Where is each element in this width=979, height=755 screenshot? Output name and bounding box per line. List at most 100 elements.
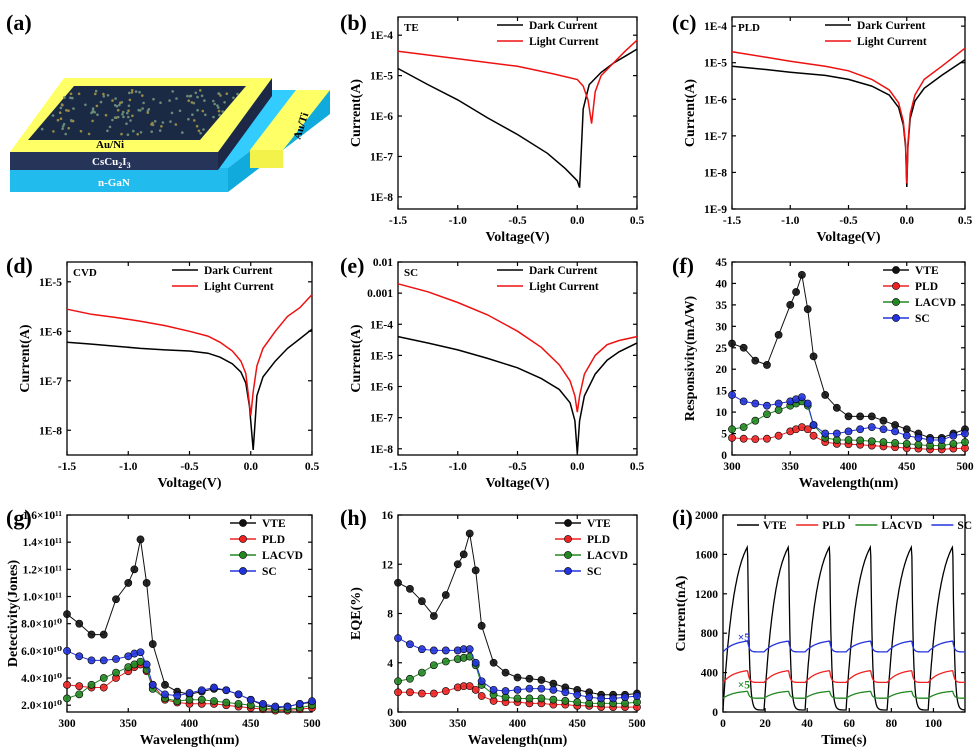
- legend-label: PLD: [587, 534, 610, 546]
- data-point-sc: [798, 393, 806, 401]
- crystal-dot: [217, 109, 221, 113]
- y-tick-label: 1200: [695, 589, 718, 601]
- data-point-vte: [417, 597, 426, 606]
- crystal-dot: [197, 129, 201, 133]
- data-point-sc: [136, 648, 145, 657]
- chart-panel-c: (c) -1.5 -1.0 -0.5 0.0 0.5 1E-9 1E-8 1E-7 1E-6 1E-…: [672, 10, 972, 245]
- crystal-dot: [193, 119, 196, 122]
- data-point-sc: [210, 683, 218, 692]
- y-tick-label: 1E-4: [370, 30, 393, 42]
- legend-label: Dark Current: [529, 265, 598, 277]
- y-axis-label: Current(A): [683, 79, 698, 148]
- crystal-dot: [130, 89, 134, 92]
- crystal-dot: [67, 109, 70, 112]
- data-point-sc: [142, 660, 151, 669]
- data-point-sc: [803, 399, 812, 408]
- panel-label-e: (e): [340, 253, 364, 278]
- data-point-vte: [803, 305, 812, 314]
- x-tick-label: 350: [782, 461, 800, 473]
- panel-label-a: (a): [6, 10, 32, 35]
- data-point-lacvd: [561, 697, 570, 705]
- chart-panel-b: (b) -1.5 -1.0 -0.5 0.0 0.5 1E-8 1E-7 1E-6 1E-5 1E-…: [340, 10, 644, 245]
- crystal-dot: [134, 90, 138, 93]
- legend-marker: [239, 519, 247, 527]
- data-point-sc: [867, 423, 876, 432]
- crystal-dot: [200, 94, 204, 98]
- data-point-sc: [961, 429, 969, 438]
- data-point-lacvd: [844, 436, 853, 444]
- y-tick-label: 0: [387, 707, 393, 719]
- data-point-vte: [879, 416, 888, 425]
- annotation-label: ×5: [738, 679, 751, 691]
- crystal-dot: [84, 103, 87, 107]
- legend-label: PLD: [822, 520, 845, 532]
- crystal-dot: [77, 92, 81, 96]
- data-point-sc: [308, 697, 316, 706]
- data-point-vte: [441, 591, 450, 599]
- panel-label-f: (f): [672, 253, 694, 278]
- y-axis-label: Current(A): [18, 324, 33, 393]
- y-tick-label: 1E-8: [370, 444, 393, 456]
- crystal-dot: [168, 99, 171, 102]
- data-point-lacvd: [573, 698, 582, 707]
- legend-label: LACVD: [881, 520, 922, 532]
- data-point-sc: [751, 399, 760, 408]
- data-point-sc: [914, 433, 923, 442]
- y-tick-label: 30: [716, 321, 728, 333]
- data-point-lacvd: [441, 657, 450, 666]
- data-point-vte: [489, 658, 498, 667]
- chart-panel-g: (g) 300 350 400 450 500 2.0×10¹⁰ 4.0×10¹⁰ 6.0×10…: [6, 505, 321, 748]
- legend-label: VTE: [262, 518, 286, 530]
- data-point-lacvd: [87, 680, 96, 689]
- legend-marker: [892, 266, 900, 274]
- y-tick-label: 10: [716, 407, 728, 419]
- crystal-dot: [61, 125, 65, 128]
- crystal-dot: [138, 90, 141, 94]
- legend-label: Light Current: [857, 36, 927, 48]
- data-point-lacvd: [856, 436, 865, 445]
- x-tick-label: 0.5: [630, 461, 645, 473]
- y-axis-label: Current(A): [349, 324, 364, 393]
- y-tick-label: 2.0×10¹⁰: [21, 700, 62, 712]
- y-tick-label: 1E-8: [370, 192, 393, 204]
- panel-label-b: (b): [340, 10, 367, 35]
- panel-label-g: (g): [6, 505, 32, 530]
- perovskite-window: [28, 86, 246, 140]
- x-tick-label: -1.0: [449, 461, 467, 473]
- auti-contact-top: [250, 90, 330, 150]
- y-tick-label: 4.0×10¹⁰: [21, 673, 62, 685]
- crystal-dot: [141, 107, 144, 110]
- x-tick-label: 0.0: [900, 215, 915, 227]
- x-axis-label: Wavelength(nm): [799, 476, 899, 491]
- series-line-lacvd: [722, 690, 965, 699]
- x-tick-label: 450: [569, 718, 587, 730]
- crystal-dot: [91, 119, 94, 123]
- crystal-dot: [67, 126, 70, 130]
- crystal-dot: [59, 117, 63, 120]
- crystal-dot: [181, 131, 184, 134]
- plot-frame: [397, 261, 638, 456]
- data-point-lacvd: [728, 425, 736, 434]
- data-point-vte: [844, 412, 853, 421]
- data-point-lacvd: [537, 694, 546, 703]
- perovskite-crystal-texture: [40, 89, 239, 136]
- legend-marker: [564, 519, 572, 527]
- data-point-lacvd: [210, 697, 218, 706]
- crystal-dot: [71, 119, 75, 123]
- data-point-sc: [489, 685, 498, 694]
- crystal-dot: [127, 115, 130, 119]
- crystal-dot: [194, 91, 198, 95]
- y-tick-label: 1E-8: [39, 425, 62, 437]
- legend-marker: [239, 551, 247, 559]
- data-point-sc: [728, 391, 736, 399]
- series-line-sc: [722, 640, 965, 653]
- data-point-sc: [185, 689, 194, 697]
- data-point-sc: [501, 687, 510, 695]
- x-tick-label: 40: [801, 718, 813, 730]
- y-tick-label: 20: [716, 364, 728, 376]
- crystal-dot: [131, 114, 134, 118]
- crystal-dot: [93, 111, 96, 114]
- x-tick-label: 500: [303, 718, 321, 730]
- data-point-vte: [891, 421, 899, 429]
- legend-label: Light Current: [529, 281, 599, 293]
